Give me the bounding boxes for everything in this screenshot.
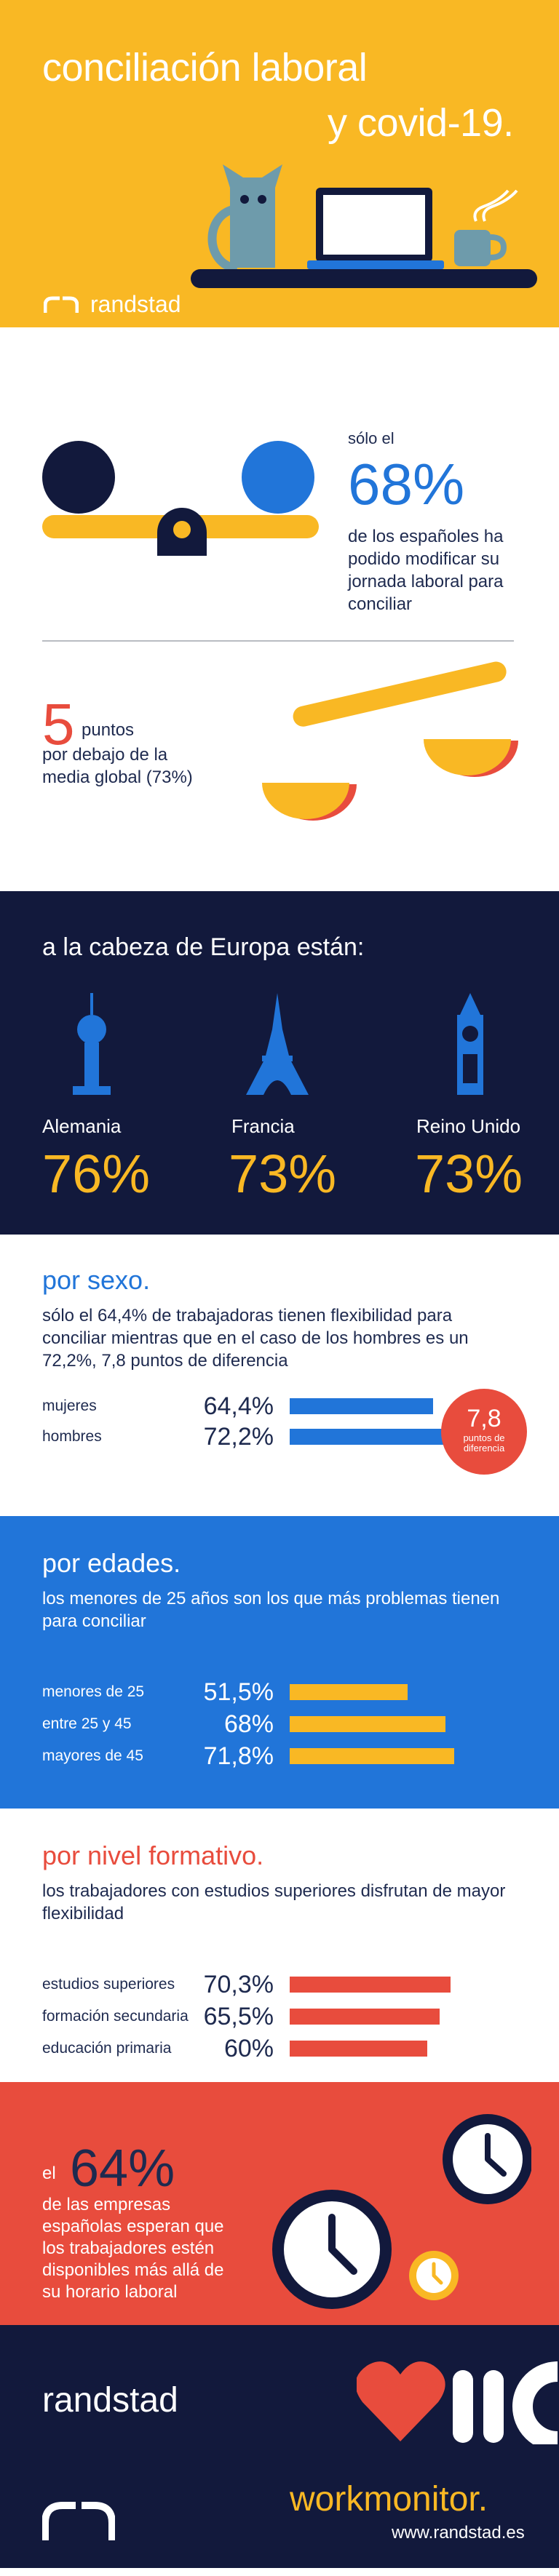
stat-64-value: 64%	[70, 2140, 175, 2198]
country-name-reino-unido: Reino Unido	[416, 1115, 521, 1137]
bar-label: formación secundaria	[42, 2008, 189, 2025]
country-value-reino-unido: 73%	[415, 1144, 523, 1204]
bar-label: entre 25 y 45	[42, 1715, 132, 1732]
bar-row: formación secundaria 65,5%	[42, 2002, 440, 2031]
bar-label: mujeres	[42, 1397, 97, 1414]
bar-value: 60%	[223, 2034, 274, 2062]
eiffel-tower-icon	[246, 993, 309, 1095]
brand-name: randstad	[90, 291, 181, 317]
title-line-1: conciliación laboral	[42, 46, 368, 89]
bar-value: 64,4%	[203, 1392, 274, 1420]
stat-64-lead: el	[42, 2164, 56, 2183]
bar	[290, 1684, 408, 1700]
badge-text: puntos de diferencia	[463, 1432, 505, 1454]
bar-label: estudios superiores	[42, 1976, 175, 1993]
bar-label: mayores de 45	[42, 1747, 143, 1764]
workmonitor-label: workmonitor.	[290, 2480, 488, 2519]
bar-label: menores de 25	[42, 1683, 145, 1700]
europe-section: a la cabeza de Europa están: Alemania Fr…	[0, 891, 559, 1235]
tilted-scale-icon	[262, 661, 518, 821]
stat-5-unit: puntos	[82, 720, 135, 740]
stat-5-section: 5 puntos por debajo de la media global (…	[0, 649, 559, 891]
stat-64-section: el 64% de las empresas españolas esperan…	[0, 2082, 559, 2325]
bar-value: 68%	[223, 1710, 274, 1738]
bar-row: menores de 25 51,5%	[42, 1678, 408, 1707]
stat-68-lead: sólo el	[348, 429, 395, 447]
big-ben-icon	[457, 993, 483, 1095]
randstad-logo-icon	[42, 2502, 115, 2540]
stat-68-section: sólo el 68% de los españoles ha podido m…	[0, 327, 559, 649]
education-section: por nivel formativo. los trabajadores co…	[0, 1809, 559, 2082]
stat-64-description: de las empresas españolas esperan que lo…	[42, 2195, 224, 2302]
sex-subtitle: sólo el 64,4% de trabajadoras tienen fle…	[42, 1306, 469, 1371]
website-link[interactable]: www.randstad.es	[392, 2523, 525, 2543]
clocks-illustration	[272, 2114, 531, 2309]
stat-5-description: por debajo de la media global (73%)	[42, 745, 193, 787]
stat-5-value: 5	[42, 692, 75, 757]
country-name-francia: Francia	[231, 1115, 295, 1137]
title-line-2: y covid-19.	[328, 101, 514, 145]
sex-title: por sexo.	[42, 1265, 151, 1295]
bar-value: 65,5%	[203, 2002, 274, 2030]
badge-value: 7,8	[467, 1405, 501, 1432]
bar	[290, 2009, 440, 2025]
randstad-logo-icon	[44, 296, 79, 313]
divider	[42, 640, 514, 642]
sex-section: por sexo. sólo el 64,4% de trabajadoras …	[0, 1235, 559, 1516]
header-brand: randstad	[44, 291, 181, 318]
difference-badge: 7,8 puntos de diferencia	[441, 1389, 527, 1475]
bar	[290, 1716, 445, 1732]
stat-68-value: 68%	[348, 452, 465, 517]
bar-row: mayores de 45 71,8%	[42, 1742, 454, 1771]
bar-value: 71,8%	[203, 1742, 274, 1770]
heart-ii-icon	[357, 2361, 558, 2444]
bar-value: 51,5%	[203, 1678, 274, 1706]
bar-row: estudios superiores 70,3%	[42, 1970, 451, 1999]
bar	[290, 1977, 451, 1993]
header-banner: conciliación laboral y covid-19. randsta…	[0, 0, 559, 327]
footer: randstad workmonitor. www.randstad.es	[0, 2325, 559, 2568]
education-subtitle: los trabajadores con estudios superiores…	[42, 1881, 506, 1923]
bar-label: educación primaria	[42, 2040, 172, 2057]
education-title: por nivel formativo.	[42, 1841, 264, 1870]
balance-scale-icon	[42, 441, 319, 556]
bar	[290, 2041, 427, 2057]
bar-label: hombres	[42, 1428, 102, 1445]
bar-row: educación primaria 60%	[42, 2034, 427, 2063]
bar	[290, 1748, 454, 1764]
cat-laptop-cup-illustration	[191, 164, 537, 288]
country-name-alemania: Alemania	[42, 1115, 122, 1137]
stat-68-description: de los españoles ha podido modificar su …	[348, 527, 504, 614]
bar	[290, 1398, 433, 1414]
ages-subtitle: los menores de 25 años son los que más p…	[42, 1589, 500, 1631]
country-value-francia: 73%	[229, 1144, 337, 1204]
bar-row: mujeres 64,4%	[42, 1392, 433, 1421]
country-value-alemania: 76%	[42, 1144, 151, 1204]
bar-value: 70,3%	[203, 1970, 274, 1998]
berlin-tv-tower-icon	[73, 993, 111, 1095]
bar-row: entre 25 y 45 68%	[42, 1710, 445, 1739]
footer-brand-name: randstad	[42, 2381, 178, 2420]
europe-title: a la cabeza de Europa están:	[42, 933, 365, 961]
bar-value: 72,2%	[203, 1422, 274, 1451]
ages-title: por edades.	[42, 1548, 181, 1578]
bar	[290, 1429, 451, 1445]
bar-row: hombres 72,2%	[42, 1422, 451, 1451]
ages-section: por edades. los menores de 25 años son l…	[0, 1516, 559, 1809]
